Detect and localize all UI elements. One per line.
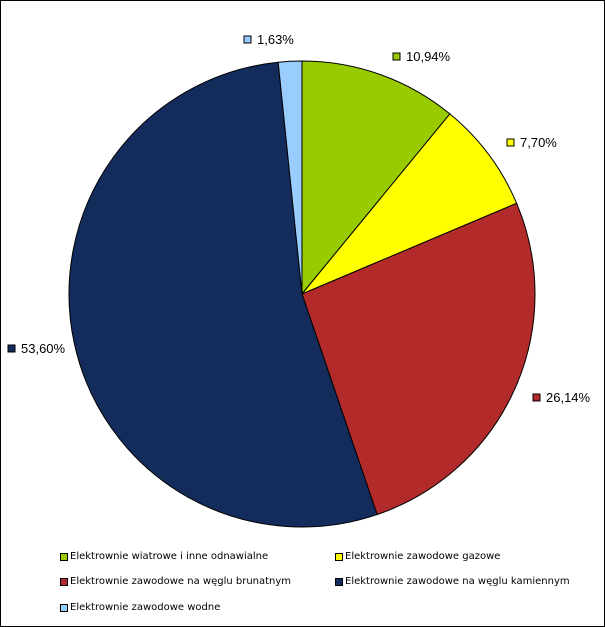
data-label-hydro: 1,63% <box>257 32 294 47</box>
pie-slice-gas <box>301 113 518 295</box>
legend-item-wind: Elektrownie wiatrowe i inne odnawialne <box>60 551 268 562</box>
pie-slice-hydro <box>277 60 303 295</box>
data-label-key-hard-coal <box>7 344 16 353</box>
legend-item-hard-coal: Elektrownie zawodowe na węglu kamiennym <box>335 576 570 587</box>
legend-label-hard-coal: Elektrownie zawodowe na węglu kamiennym <box>345 576 570 587</box>
legend-key-gas <box>335 552 343 561</box>
data-label-lignite: 26,14% <box>546 390 591 405</box>
pie-slice-hard-coal <box>68 61 378 528</box>
data-label-key-gas <box>506 138 515 147</box>
legend-key-wind <box>60 552 68 561</box>
data-label-gas: 7,70% <box>520 135 557 150</box>
pie-slice-lignite <box>301 202 536 516</box>
data-label-hard-coal: 53,60% <box>21 341 66 356</box>
pie-slice-wind <box>301 60 451 296</box>
legend-key-hard-coal <box>335 577 343 586</box>
data-label-key-wind <box>392 52 401 61</box>
legend-label-lignite: Elektrownie zawodowe na węglu brunatnym <box>70 576 292 587</box>
legend-key-hydro <box>60 603 68 612</box>
legend-key-lignite <box>60 577 68 586</box>
legend-item-hydro: Elektrownie zawodowe wodne <box>60 602 220 613</box>
data-label-key-lignite <box>532 393 541 402</box>
legend-item-gas: Elektrownie zawodowe gazowe <box>335 551 500 562</box>
legend-item-lignite: Elektrownie zawodowe na węglu brunatnym <box>60 576 291 587</box>
data-label-wind: 10,94% <box>406 49 451 64</box>
legend-label-gas: Elektrownie zawodowe gazowe <box>345 551 501 562</box>
legend-label-wind: Elektrownie wiatrowe i inne odnawialne <box>70 551 269 562</box>
data-label-key-hydro <box>243 35 252 44</box>
legend-label-hydro: Elektrownie zawodowe wodne <box>70 602 221 613</box>
